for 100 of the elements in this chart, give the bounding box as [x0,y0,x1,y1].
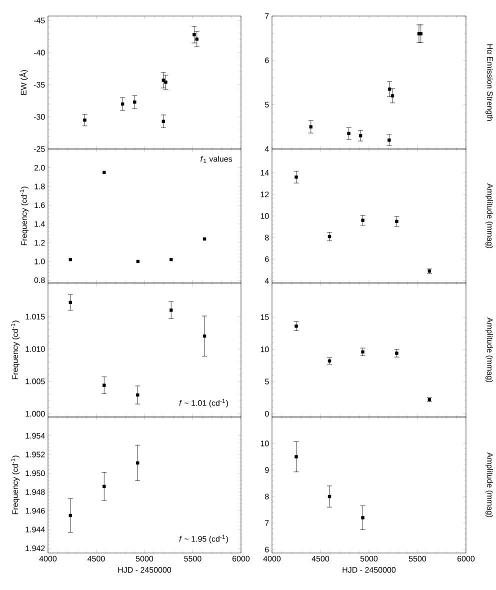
annotation: f ~ 1.95 (cd$^{-1}$) [179,534,228,544]
point [192,33,196,36]
x-tick-label: 6000 [232,556,250,562]
y-tick-label: 4 [265,278,270,284]
x-tick-label: 5000 [136,556,154,562]
y-tick-label: 1.010 [26,346,45,352]
y-axis-title: Hα Emission Strength [486,44,494,121]
point [361,516,365,520]
y-tick-label: 6 [265,58,269,64]
point [395,220,399,223]
point [347,132,351,136]
y-tick-label: 1.2 [34,240,45,246]
point [102,170,106,174]
y-tick-label: 1.005 [26,378,45,384]
x-tick-label: 4000 [263,556,281,562]
point [359,134,362,138]
point [121,102,124,106]
y-axis-title: Amplitude (mmag) [486,317,494,382]
x-axis-title: HJD - 2450000 [118,567,172,573]
y-tick-label: 2.0 [34,164,45,171]
y-tick-label: 10 [261,213,269,219]
y-tick-label: 7 [265,520,269,526]
y-tick-label: 1.942 [26,545,45,552]
y-axis-title: Amplitude (mmag) [486,452,494,518]
y-tick-label: 1.946 [26,508,45,514]
y-axis-title: EW (Å) [20,70,28,95]
point [162,120,166,123]
x-tick-label: 5000 [360,556,378,562]
point [133,100,136,104]
annotation: f$_{1}$ values [200,156,232,164]
point [102,384,106,387]
y-tick-label: 5 [265,102,269,108]
point [102,484,106,488]
point [391,94,394,98]
y-tick-label: -25 [34,146,45,152]
y-tick-label: 1.000 [26,410,45,417]
annotation: f ~ 1.01 (cd$^{-1}$) [179,398,228,408]
x-tick-label: 4500 [88,556,106,562]
x-tick-label: 4000 [39,556,57,562]
y-tick-label: 5 [265,378,269,384]
x-tick-label: 5500 [184,556,202,562]
point [68,258,72,262]
y-tick-label: 0.8 [34,277,45,284]
y-tick-label: 0 [265,410,269,417]
y-tick-label: 9 [265,467,269,473]
y-tick-label: -35 [34,82,45,88]
y-axis-title: Frequency (cd$^{-1}$) [11,456,20,514]
point [136,461,140,465]
point [164,80,168,84]
point [294,455,298,458]
y-tick-label: -45 [34,18,45,24]
y-tick-label: 1.0 [34,258,45,264]
y-axis-title: Frequency (cd$^{-1}$) [11,320,20,380]
x-tick-label: 4500 [312,556,330,562]
point [388,138,391,142]
point [294,175,298,179]
y-tick-label: 8 [265,234,269,240]
y-tick-label: 1.6 [34,202,45,208]
y-axis-title: Frequency (cd$^{-1}$) [20,186,29,246]
y-tick-label: 1.8 [34,184,45,190]
point [170,258,173,262]
point [203,237,206,241]
y-tick-label: -40 [34,50,45,56]
y-tick-label: 7 [265,13,269,19]
point [388,88,392,91]
point [195,38,199,41]
point [83,118,87,122]
y-tick-label: 1.015 [26,314,45,320]
point [309,125,313,128]
y-tick-label: 1.950 [26,470,45,476]
y-tick-label: 1.4 [34,221,46,227]
point [361,218,365,222]
y-tick-label: 10 [261,440,269,446]
y-tick-label: -30 [34,114,45,120]
point [395,352,399,355]
point [170,308,173,312]
point [68,514,72,518]
y-tick-label: 15 [261,314,269,320]
x-tick-label: 5500 [409,556,426,562]
y-tick-label: 4 [265,146,270,152]
y-tick-label: 1.948 [26,489,45,495]
point [136,260,140,264]
x-tick-label: 6000 [458,556,475,562]
y-tick-label: 8 [265,494,269,500]
y-tick-label: 14 [261,170,270,176]
y-axis-title: Amplitude (mmag) [486,183,494,248]
x-axis-title: HJD - 2450000 [342,567,396,573]
y-tick-label: 1.952 [26,452,45,458]
point [328,234,332,238]
y-tick-label: 10 [261,346,269,352]
y-tick-label: 6 [265,256,269,262]
point [294,324,298,328]
y-tick-label: 1.954 [26,432,46,439]
point [203,334,206,338]
y-tick-label: 6 [265,546,269,552]
point [162,78,166,82]
point [328,494,332,498]
point [136,393,140,397]
point [68,300,72,304]
y-tick-label: 1.944 [26,526,46,532]
